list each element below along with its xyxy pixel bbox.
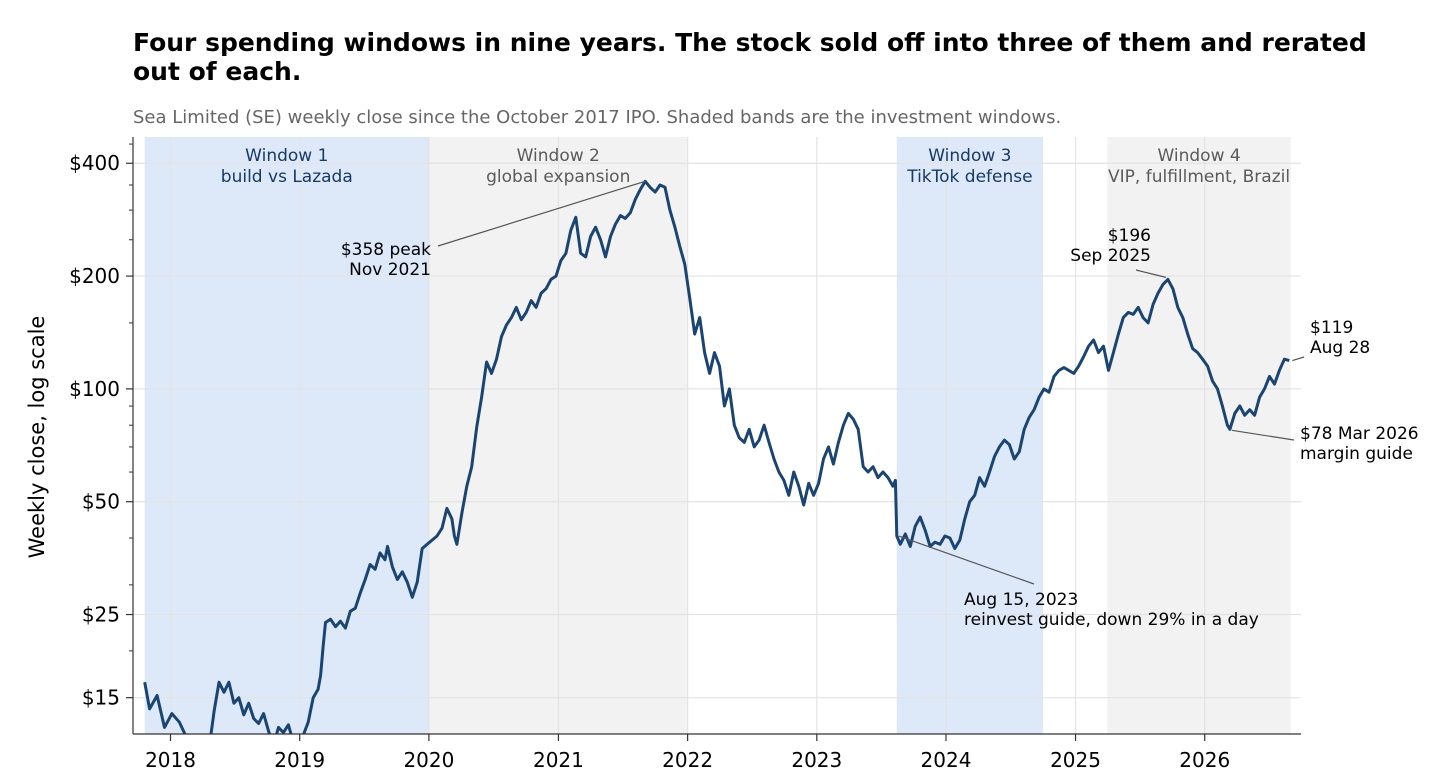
x-tick-label-2018: 2018 xyxy=(145,748,196,772)
annotation-2-leader xyxy=(1135,269,1167,278)
x-tick-label-2025: 2025 xyxy=(1050,748,1101,772)
price-line-layer xyxy=(143,179,1290,734)
y-tick-label-15: $15 xyxy=(82,686,120,710)
annotation-2-line-2: Sep 2025 xyxy=(1070,246,1151,266)
annotation-5-line-1: Aug 15, 2023 xyxy=(964,590,1078,610)
x-tick-label-2026: 2026 xyxy=(1179,748,1230,772)
window-4-name: Window 4 xyxy=(1157,146,1240,166)
x-tick-label-2021: 2021 xyxy=(533,748,584,772)
y-tick-label-200: $200 xyxy=(69,264,120,288)
x-tick-label-2020: 2020 xyxy=(403,748,454,772)
window-band-3 xyxy=(896,137,1043,734)
y-tick-label-25: $25 xyxy=(82,603,120,627)
price-line xyxy=(143,179,1290,734)
window-band-4 xyxy=(1107,137,1291,734)
window-band-1 xyxy=(144,137,429,734)
window-4-desc: VIP, fulfillment, Brazil xyxy=(1108,167,1290,187)
annotation-4-line-1: $78 Mar 2026 xyxy=(1300,424,1419,444)
annotation-3-line-1: $119 xyxy=(1310,318,1353,338)
x-tick-label-2024: 2024 xyxy=(921,748,972,772)
x-tick-label-2023: 2023 xyxy=(791,748,842,772)
x-tick-label-2022: 2022 xyxy=(662,748,713,772)
window-2-name: Window 2 xyxy=(517,146,600,166)
y-tick-label-50: $50 xyxy=(82,490,120,514)
chart-subtitle: Sea Limited (SE) weekly close since the … xyxy=(133,107,1062,128)
window-2-desc: global expansion xyxy=(486,167,630,187)
window-3-desc: TikTok defense xyxy=(906,167,1032,187)
annotation-2-line-1: $196 xyxy=(1108,226,1151,246)
annotation-1-line-2: Nov 2021 xyxy=(349,260,431,280)
annotation-5-leader xyxy=(898,535,1035,585)
window-1-name: Window 1 xyxy=(245,146,328,166)
annotation-3-leader xyxy=(1292,356,1305,362)
annotation-1-line-1: $358 peak xyxy=(341,240,431,260)
axes: $15 $25 $50 $100 $200 $400 2018 2019 2020 2021 202… xyxy=(69,137,1301,772)
annotation-3-line-2: Aug 28 xyxy=(1310,338,1370,358)
y-tick-label-100: $100 xyxy=(69,377,120,401)
annotation-1-leader xyxy=(437,180,646,247)
window-1-desc: build vs Lazada xyxy=(221,167,353,187)
y-axis-label: Weekly close, log scale xyxy=(25,316,49,559)
gridlines xyxy=(133,137,1301,734)
annotation-4-line-2: margin guide xyxy=(1300,444,1413,464)
annotation-4-leader xyxy=(1231,429,1295,441)
y-tick-label-400: $400 xyxy=(69,151,120,175)
window-3-name: Window 3 xyxy=(928,146,1011,166)
annotation-5-line-2: reinvest guide, down 29% in a day xyxy=(964,610,1259,630)
chart-title: Four spending windows in nine years. The… xyxy=(133,28,1367,86)
x-tick-label-2019: 2019 xyxy=(274,748,325,772)
